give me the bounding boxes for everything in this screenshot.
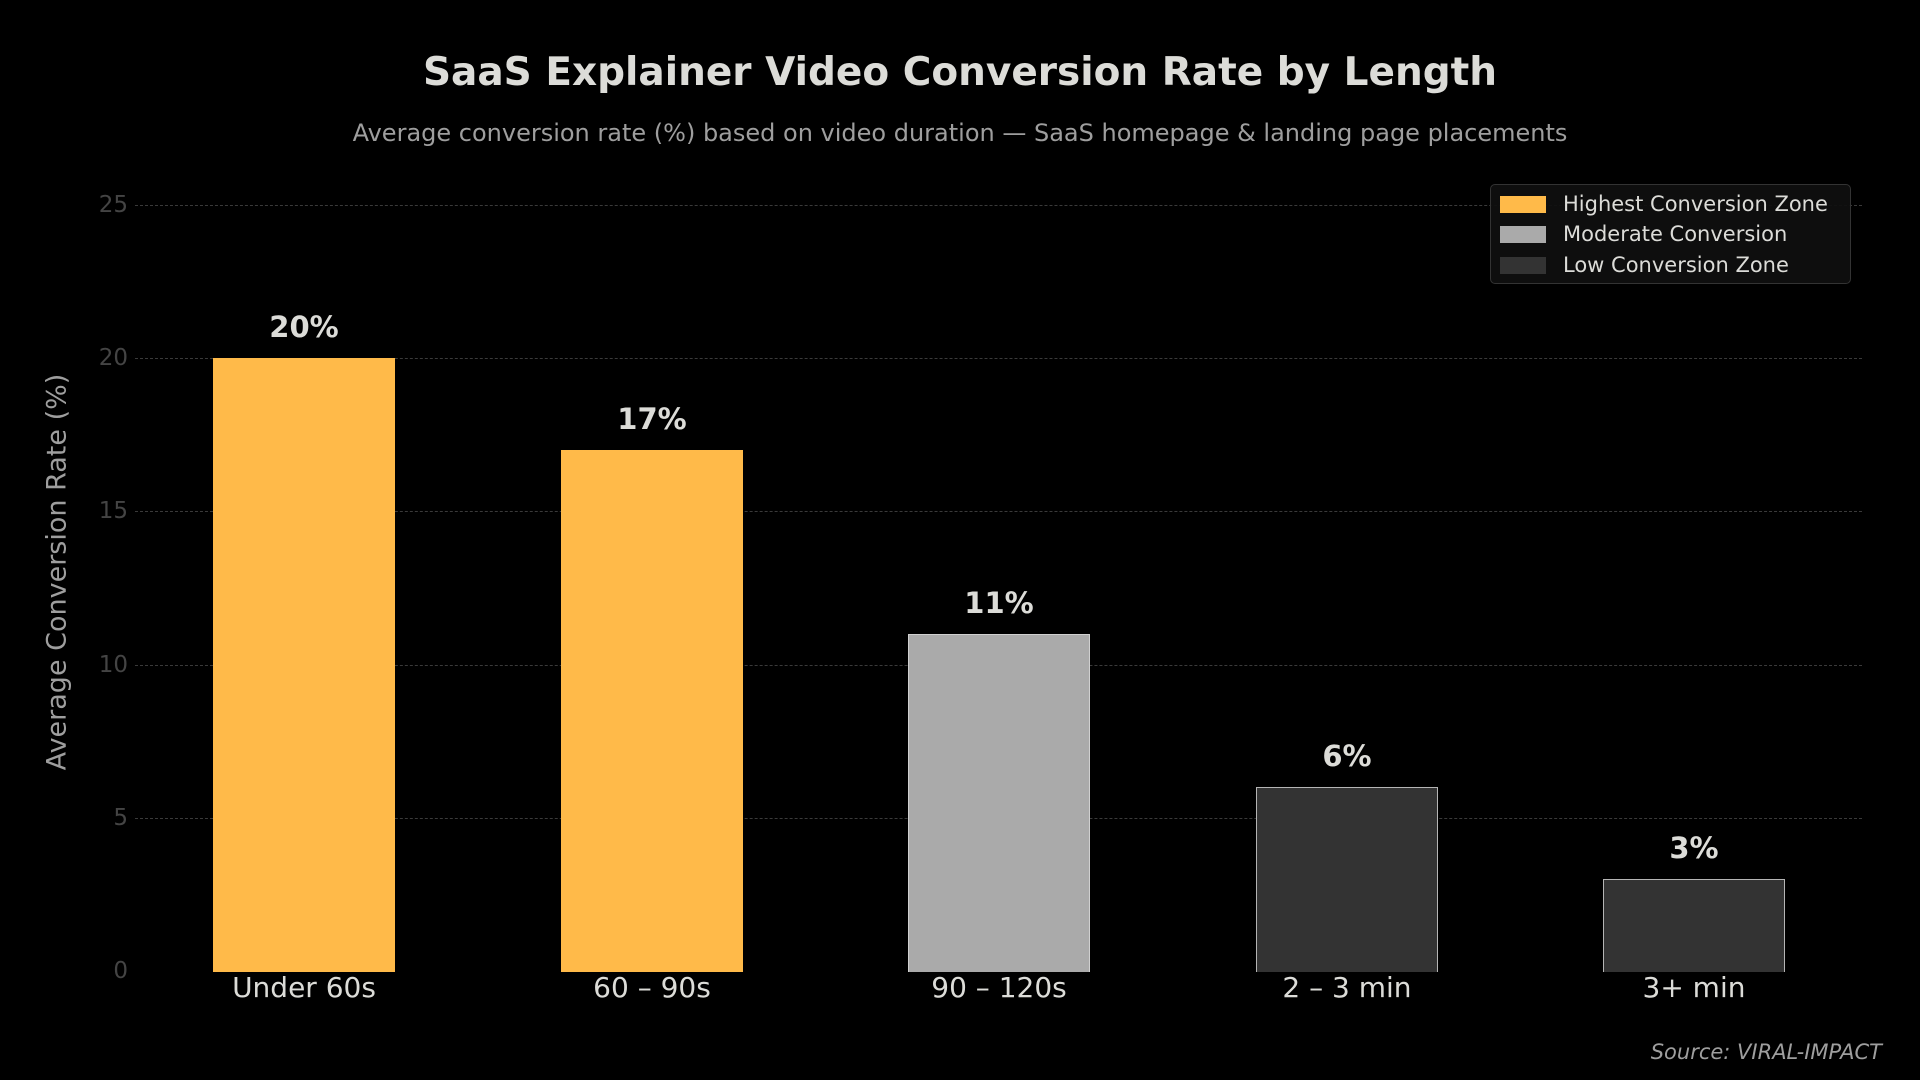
bar-value-label: 3%: [1669, 831, 1719, 865]
bar-value-label: 6%: [1322, 739, 1372, 773]
legend-label: Low Conversion Zone: [1563, 253, 1789, 277]
legend-label: Moderate Conversion: [1563, 222, 1788, 246]
x-tick-label: Under 60s: [232, 971, 376, 1004]
bar-1: [213, 358, 395, 972]
legend-label: Highest Conversion Zone: [1563, 192, 1828, 216]
chart-title: SaaS Explainer Video Conversion Rate by …: [422, 50, 1498, 95]
y-tick-label: 0: [113, 958, 128, 984]
legend-swatch-moderate: [1500, 225, 1546, 243]
legend-item-low: Low Conversion Zone: [1500, 253, 1789, 277]
y-tick-label: 5: [113, 805, 128, 831]
x-tick-label: 2 – 3 min: [1282, 971, 1412, 1004]
legend-swatch-highest: [1500, 195, 1546, 213]
y-tick-label: 25: [98, 192, 128, 218]
x-tick-label: 3+ min: [1642, 971, 1746, 1004]
bar-5: [1603, 879, 1785, 972]
chart-subtitle: Average conversion rate (%) based on vid…: [352, 119, 1568, 147]
bar-4: [1256, 787, 1438, 972]
gridline: [135, 358, 1862, 359]
gridline: [135, 205, 1862, 206]
y-tick-label: 20: [98, 345, 128, 371]
gridline: [135, 511, 1862, 512]
y-tick-label: 10: [98, 652, 128, 678]
legend-item-moderate: Moderate Conversion: [1500, 222, 1788, 246]
bar-2: [561, 450, 743, 972]
bar-value-label: 17%: [617, 402, 687, 436]
legend-swatch-low: [1500, 256, 1546, 274]
y-tick-label: 15: [98, 498, 128, 524]
bar-value-label: 20%: [269, 310, 339, 344]
bar-3: [908, 634, 1090, 972]
y-axis-label: Average Conversion Rate (%): [41, 373, 73, 771]
x-tick-label: 60 – 90s: [593, 971, 711, 1004]
bar-value-label: 11%: [964, 586, 1034, 620]
x-tick-label: 90 – 120s: [931, 971, 1067, 1004]
legend-item-highest: Highest Conversion Zone: [1500, 192, 1828, 216]
legend: Highest Conversion Zone Moderate Convers…: [1490, 184, 1851, 284]
source-note: Source: VIRAL-IMPACT: [1650, 1040, 1882, 1064]
